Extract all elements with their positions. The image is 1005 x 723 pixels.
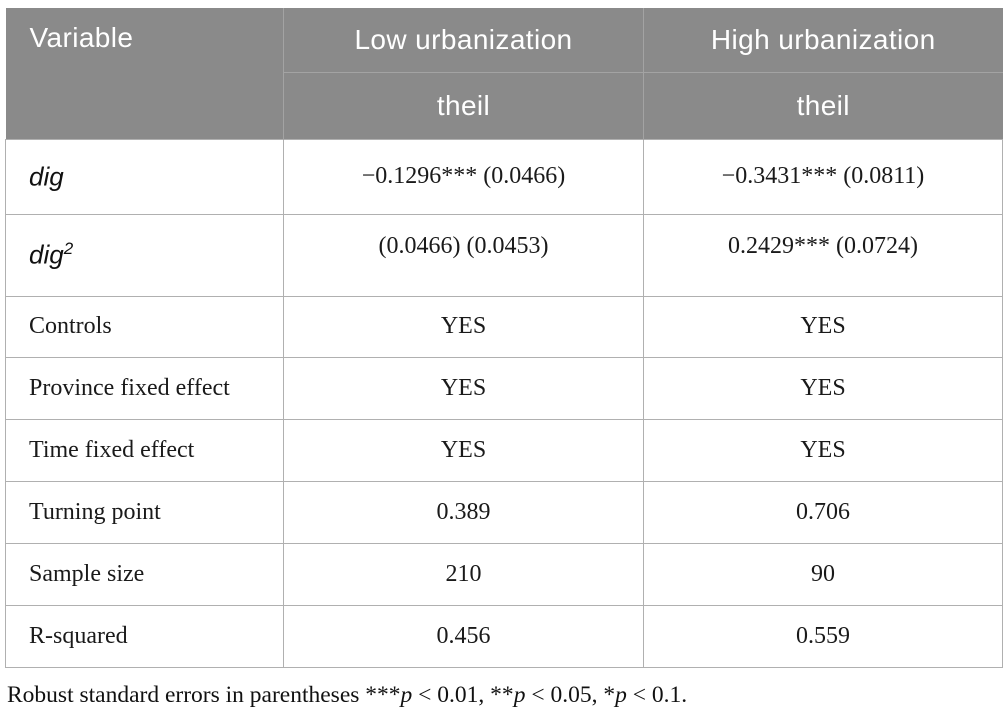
table-row: Province fixed effect YES YES — [5, 356, 1003, 420]
row-label-province-fixed-effect: Province fixed effect — [5, 356, 284, 420]
cell-high-controls: YES — [643, 295, 1003, 358]
header-low-urbanization: Low urbanization — [283, 8, 644, 73]
subheader-theil-low: theil — [283, 72, 644, 139]
row-label-dig-squared: dig2 — [5, 213, 284, 297]
footnote-p-italic: p — [615, 681, 627, 708]
cell-high-sample-size: 90 — [643, 542, 1003, 606]
row-label-r-squared: R-squared — [5, 604, 284, 668]
footnote-p-italic: p — [513, 681, 526, 708]
cell-low-dig-squared: (0.0466) (0.0453) — [283, 213, 644, 297]
table-row: Turning point 0.389 0.706 — [5, 480, 1003, 544]
table-row: Time fixed effect YES YES — [5, 418, 1003, 482]
row-label-controls: Controls — [5, 295, 284, 358]
cell-high-dig: −0.3431*** (0.0811) — [643, 138, 1003, 215]
cell-low-r-squared: 0.456 — [283, 604, 644, 668]
table-header: Variable Low urbanization High urbanizat… — [5, 8, 1003, 139]
row-label-sample-size: Sample size — [5, 542, 284, 606]
table-body: dig −0.1296*** (0.0466) −0.3431*** (0.08… — [5, 138, 1003, 668]
cell-high-turning-point: 0.706 — [643, 480, 1003, 544]
table-row: dig2 (0.0466) (0.0453) 0.2429*** (0.0724… — [5, 213, 1003, 297]
table-row: dig −0.1296*** (0.0466) −0.3431*** (0.08… — [5, 138, 1003, 215]
footnote-text: < 0.01, ** — [412, 681, 514, 708]
subheader-theil-high: theil — [643, 72, 1003, 139]
cell-low-sample-size: 210 — [283, 542, 644, 606]
cell-high-dig-squared: 0.2429*** (0.0724) — [643, 213, 1003, 297]
header-variable: Variable — [5, 8, 284, 139]
table-footnote: Robust standard errors in parentheses **… — [5, 682, 1005, 709]
table-row: R-squared 0.456 0.559 — [5, 604, 1003, 668]
row-label-sup: 2 — [63, 239, 74, 259]
row-label-text: dig — [29, 239, 64, 270]
row-label-time-fixed-effect: Time fixed effect — [5, 418, 284, 482]
cell-low-turning-point: 0.389 — [283, 480, 644, 544]
cell-low-dig: −0.1296*** (0.0466) — [283, 138, 644, 215]
cell-high-r-squared: 0.559 — [643, 604, 1003, 668]
table-row: Controls YES YES — [5, 295, 1003, 358]
cell-low-province-fe: YES — [283, 356, 644, 420]
table-row: Sample size 210 90 — [5, 542, 1003, 606]
cell-high-province-fe: YES — [643, 356, 1003, 420]
header-high-urbanization: High urbanization — [643, 8, 1003, 73]
footnote-text: Robust standard errors in parentheses **… — [7, 681, 401, 708]
row-label-dig: dig — [5, 138, 284, 215]
cell-high-time-fe: YES — [643, 418, 1003, 482]
footnote-p-italic: p — [400, 681, 413, 708]
row-label-turning-point: Turning point — [5, 480, 284, 544]
row-label-text: dig — [29, 161, 64, 192]
cell-low-controls: YES — [283, 295, 644, 358]
footnote-text: < 0.1. — [626, 681, 688, 708]
footnote-text: < 0.05, * — [525, 681, 616, 708]
cell-low-time-fe: YES — [283, 418, 644, 482]
regression-results-table: Variable Low urbanization High urbanizat… — [5, 8, 1003, 668]
